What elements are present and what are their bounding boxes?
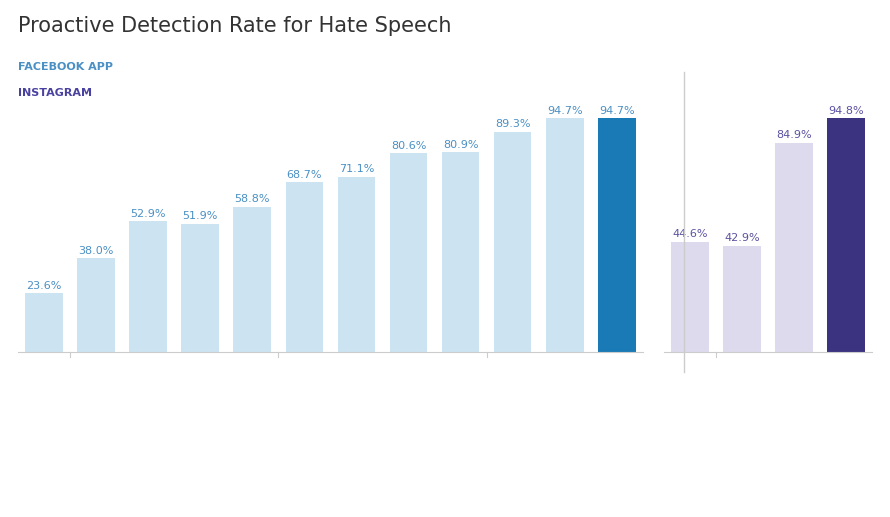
Text: 80.9%: 80.9%	[443, 140, 479, 150]
Bar	[286, 183, 323, 352]
Bar	[828, 118, 865, 352]
Text: 51.9%: 51.9%	[182, 211, 218, 221]
Text: 84.9%: 84.9%	[776, 130, 812, 140]
Text: FACEBOOK APP: FACEBOOK APP	[18, 62, 113, 72]
Text: 94.7%: 94.7%	[547, 106, 583, 116]
Text: 71.1%: 71.1%	[339, 164, 374, 174]
Bar	[77, 258, 115, 352]
Bar	[724, 246, 761, 352]
Bar	[546, 118, 584, 352]
Text: 23.6%: 23.6%	[26, 281, 61, 291]
Text: 42.9%: 42.9%	[724, 234, 760, 244]
Text: 44.6%: 44.6%	[672, 230, 708, 239]
Bar	[775, 143, 813, 352]
Bar	[441, 153, 480, 352]
Bar	[25, 294, 62, 352]
Bar	[182, 224, 219, 352]
Bar	[390, 153, 427, 352]
Bar	[129, 221, 166, 352]
Text: 58.8%: 58.8%	[234, 194, 270, 204]
Text: 94.8%: 94.8%	[829, 105, 864, 116]
Text: 94.7%: 94.7%	[599, 106, 635, 116]
Text: 80.6%: 80.6%	[391, 141, 426, 150]
Text: 89.3%: 89.3%	[495, 119, 530, 129]
Text: 38.0%: 38.0%	[78, 246, 114, 255]
Text: Proactive Detection Rate for Hate Speech: Proactive Detection Rate for Hate Speech	[18, 16, 451, 36]
Text: 52.9%: 52.9%	[130, 209, 166, 219]
Text: INSTAGRAM: INSTAGRAM	[18, 88, 92, 98]
Bar	[671, 242, 708, 352]
Bar	[598, 118, 635, 352]
Bar	[494, 132, 531, 352]
Bar	[233, 207, 271, 352]
Text: 68.7%: 68.7%	[287, 170, 322, 180]
Bar	[337, 176, 376, 352]
